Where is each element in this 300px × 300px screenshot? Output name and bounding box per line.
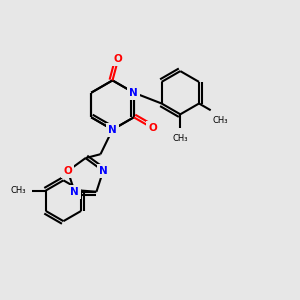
Text: N: N <box>99 166 108 176</box>
Text: CH₃: CH₃ <box>10 186 26 195</box>
Text: CH₃: CH₃ <box>172 134 188 143</box>
Text: N: N <box>70 187 79 197</box>
Text: O: O <box>63 166 72 176</box>
Text: CH₃: CH₃ <box>212 116 228 124</box>
Text: N: N <box>129 88 138 98</box>
Text: O: O <box>114 54 122 64</box>
Text: O: O <box>148 123 157 133</box>
Text: N: N <box>108 124 117 135</box>
